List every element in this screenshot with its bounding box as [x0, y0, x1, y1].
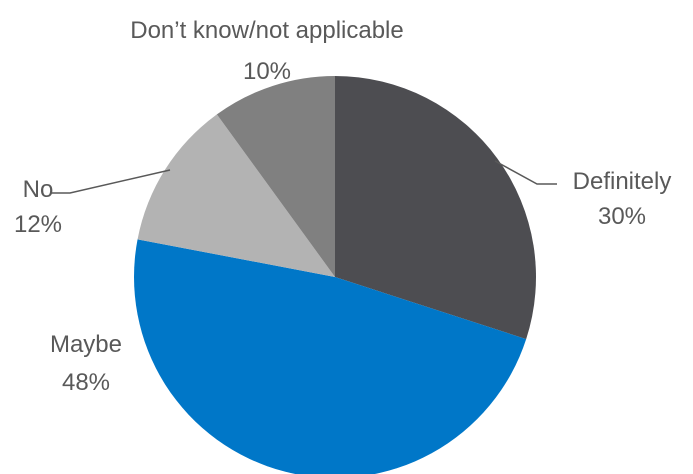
leader-line-no — [50, 169, 171, 194]
pie-slices — [134, 76, 536, 474]
label-maybe: Maybe 48% — [50, 331, 122, 396]
label-dont-know-name: Don’t know/not applicable — [130, 17, 404, 44]
pie-slice-no — [137, 114, 335, 277]
label-maybe-value: 48% — [62, 369, 110, 396]
label-dont-know: Don’t know/not applicable 10% — [130, 17, 404, 85]
pie-slice-maybe — [134, 239, 527, 474]
pie-slice-don-t-know-not-applicable — [216, 76, 335, 277]
label-definitely-name: Definitely — [573, 168, 672, 195]
label-no: No 12% — [14, 176, 62, 238]
label-definitely-value: 30% — [598, 203, 646, 230]
label-maybe-name: Maybe — [50, 331, 122, 358]
pie-slice-definitely — [335, 76, 536, 340]
label-definitely: Definitely 30% — [573, 168, 672, 230]
leader-line-definitely — [494, 160, 557, 185]
label-no-name: No — [23, 176, 54, 203]
label-dont-know-value: 10% — [243, 58, 291, 85]
label-no-value: 12% — [14, 211, 62, 238]
leader-lines — [50, 160, 557, 194]
